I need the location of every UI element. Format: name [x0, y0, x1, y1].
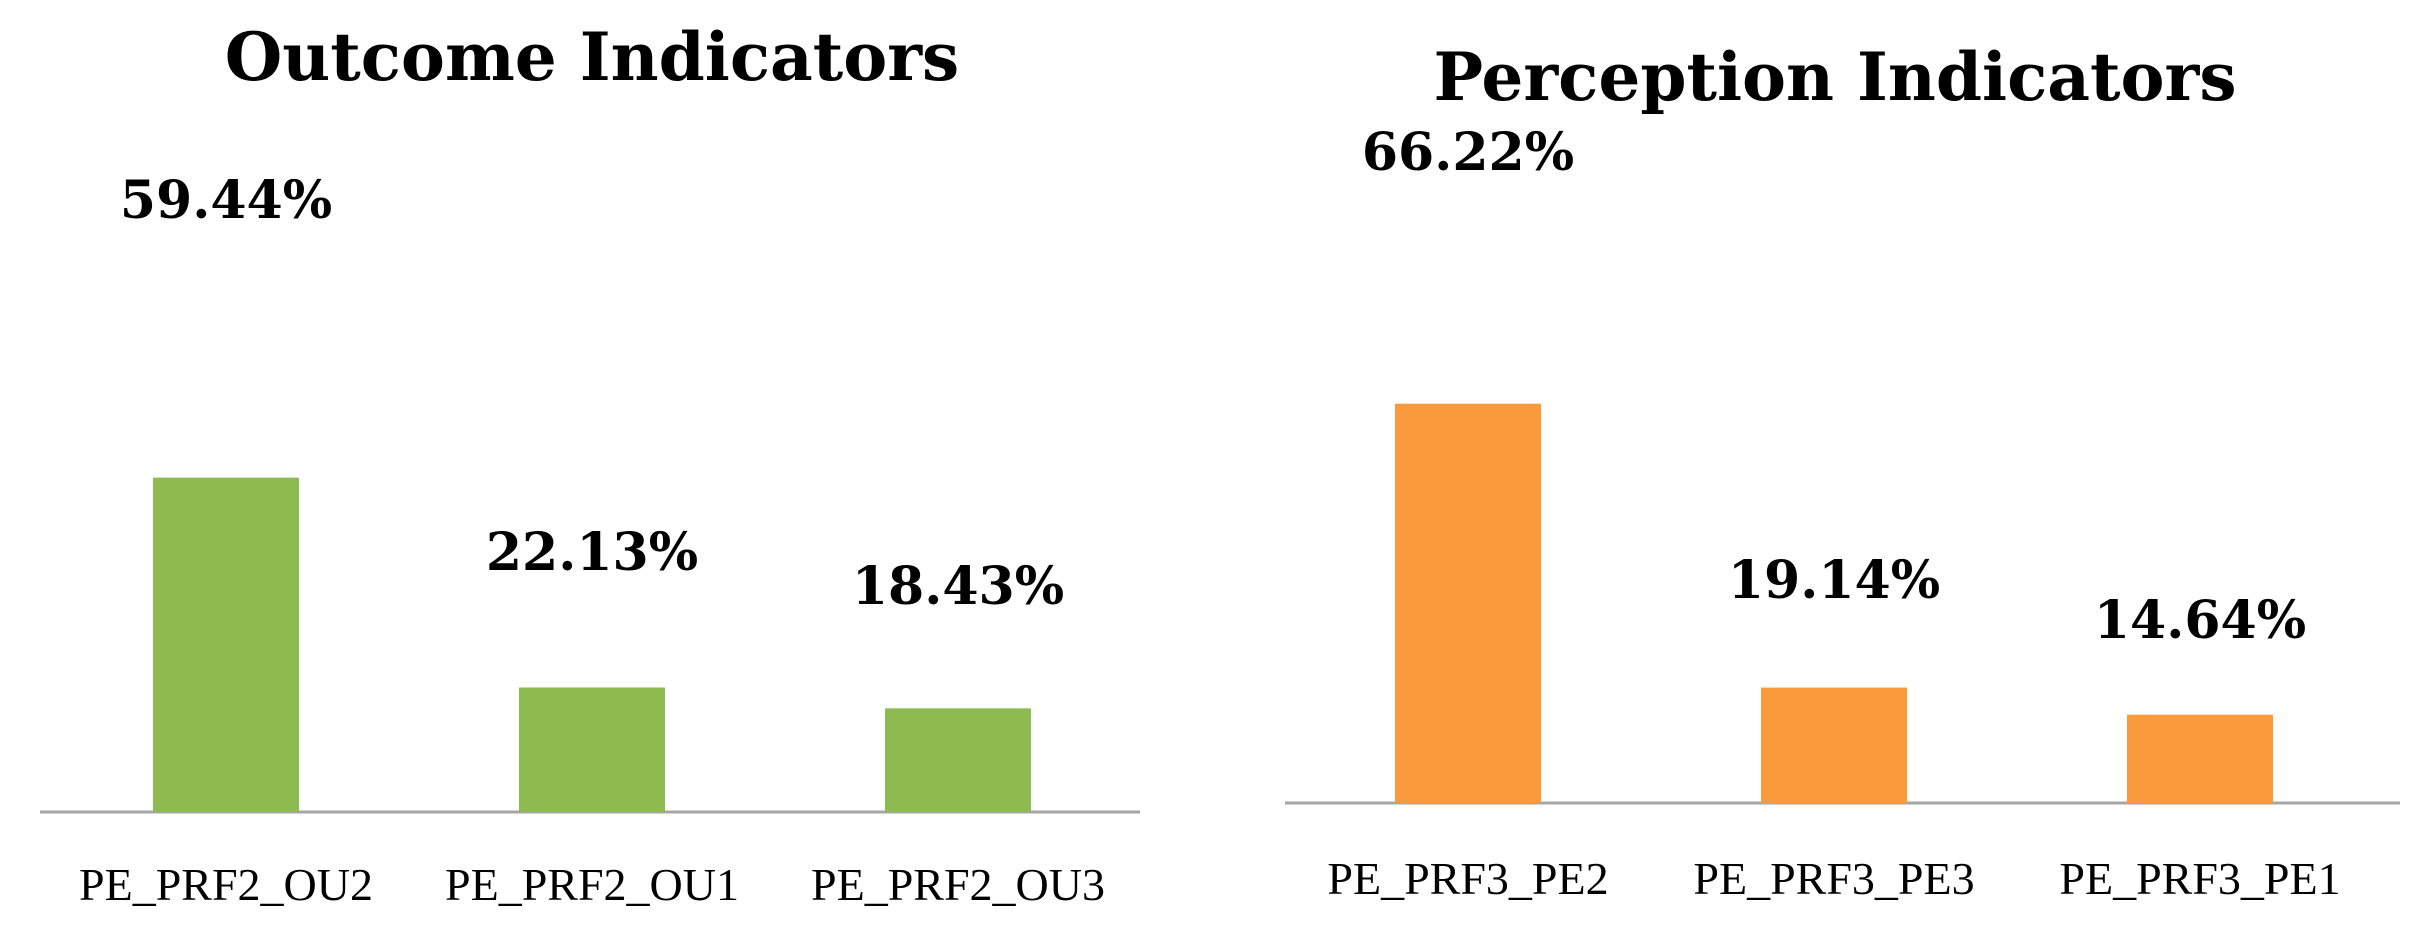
outcome-bar-1 — [153, 477, 299, 812]
outcome-data-label-3: 18.43% — [852, 556, 1064, 617]
perception-chart: Perception Indicators 66.22% 19.14% 14.6… — [1285, 38, 2400, 904]
perception-tick-label-1: PE_PRF3_PE2 — [1327, 853, 1608, 904]
perception-bar-2 — [1761, 687, 1907, 803]
outcome-tick-label-2: PE_PRF2_OU1 — [445, 859, 739, 910]
outcome-data-label-2: 22.13% — [486, 522, 698, 583]
outcome-bars — [153, 477, 1031, 812]
perception-tick-label-3: PE_PRF3_PE1 — [2059, 853, 2340, 904]
outcome-tick-label-1: PE_PRF2_OU2 — [79, 859, 373, 910]
outcome-bar-3 — [885, 708, 1031, 812]
perception-data-label-3: 14.64% — [2094, 590, 2306, 651]
perception-bar-3 — [2127, 714, 2273, 803]
perception-bars — [1395, 403, 2273, 803]
outcome-chart-title: Outcome Indicators — [225, 18, 959, 96]
perception-data-label-2: 19.14% — [1728, 550, 1940, 611]
outcome-tick-label-3: PE_PRF2_OU3 — [811, 859, 1105, 910]
perception-data-label-1: 66.22% — [1362, 122, 1574, 183]
outcome-chart: Outcome Indicators 59.44% 22.13% 18.43% … — [40, 18, 1140, 910]
outcome-bar-2 — [519, 687, 665, 812]
perception-chart-title: Perception Indicators — [1434, 38, 2237, 116]
outcome-data-label-1: 59.44% — [120, 170, 332, 231]
perception-tick-label-2: PE_PRF3_PE3 — [1693, 853, 1974, 904]
perception-bar-1 — [1395, 403, 1541, 803]
